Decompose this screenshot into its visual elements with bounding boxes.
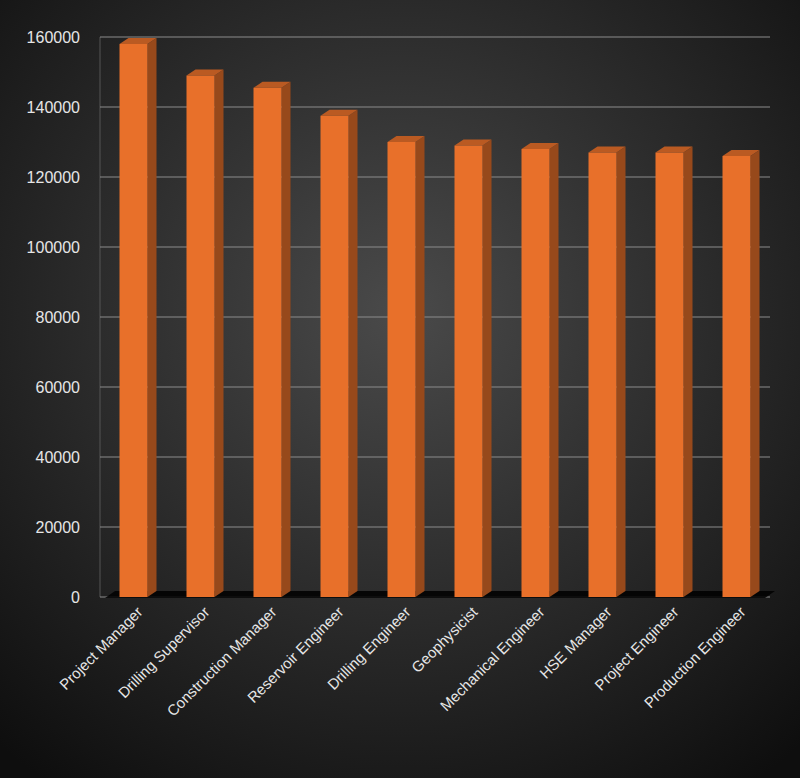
bar — [589, 153, 617, 598]
x-tick-label: Geophysicist — [408, 603, 481, 676]
grid-line — [100, 37, 770, 38]
x-tick-label: Production Engineer — [640, 603, 748, 711]
x-tick-label: Reservoir Engineer — [244, 603, 347, 706]
bar-top — [120, 38, 157, 44]
bar-top — [656, 147, 693, 153]
bar-side — [148, 38, 157, 597]
y-tick-label: 120000 — [27, 169, 80, 186]
bar-top — [522, 143, 559, 149]
bar — [388, 142, 416, 597]
y-tick-label: 0 — [71, 589, 80, 606]
bar — [120, 44, 148, 597]
chart-root: 0 20000 40000 60000 80000 100000 120000 140000 1… — [0, 0, 800, 778]
bar-side — [550, 143, 559, 597]
y-tick-label: 140000 — [27, 99, 80, 116]
chart-svg: 0 20000 40000 60000 80000 100000 120000 140000 1… — [0, 0, 800, 778]
bar-top — [187, 70, 224, 76]
x-tick-label: Drilling Engineer — [324, 603, 414, 693]
bar — [254, 88, 282, 597]
y-tick-label: 20000 — [36, 519, 81, 536]
y-tick-label: 100000 — [27, 239, 80, 256]
bar-side — [349, 110, 358, 597]
bar-top — [321, 110, 358, 116]
bars — [120, 38, 760, 597]
y-tick-label: 160000 — [27, 29, 80, 46]
bar — [522, 149, 550, 597]
y-tick-label: 60000 — [36, 379, 81, 396]
bar — [656, 153, 684, 598]
x-tick-label: Construction Manager — [163, 603, 279, 719]
bar-side — [684, 147, 693, 598]
bar-top — [254, 82, 291, 88]
bar — [723, 156, 751, 597]
y-tick-label: 40000 — [36, 449, 81, 466]
bar-side — [282, 82, 291, 597]
x-tick-label: Mechanical Engineer — [437, 603, 548, 714]
bar — [321, 116, 349, 597]
bar — [455, 146, 483, 598]
bar-side — [483, 140, 492, 598]
bar-side — [751, 150, 760, 597]
bar-side — [215, 70, 224, 598]
y-tick-label: 80000 — [36, 309, 81, 326]
bar-top — [723, 150, 760, 156]
bar-top — [388, 136, 425, 142]
bar-top — [455, 140, 492, 146]
bar — [187, 76, 215, 598]
bar-side — [416, 136, 425, 597]
bar-top — [589, 147, 626, 153]
bar-side — [617, 147, 626, 598]
background — [0, 0, 800, 778]
